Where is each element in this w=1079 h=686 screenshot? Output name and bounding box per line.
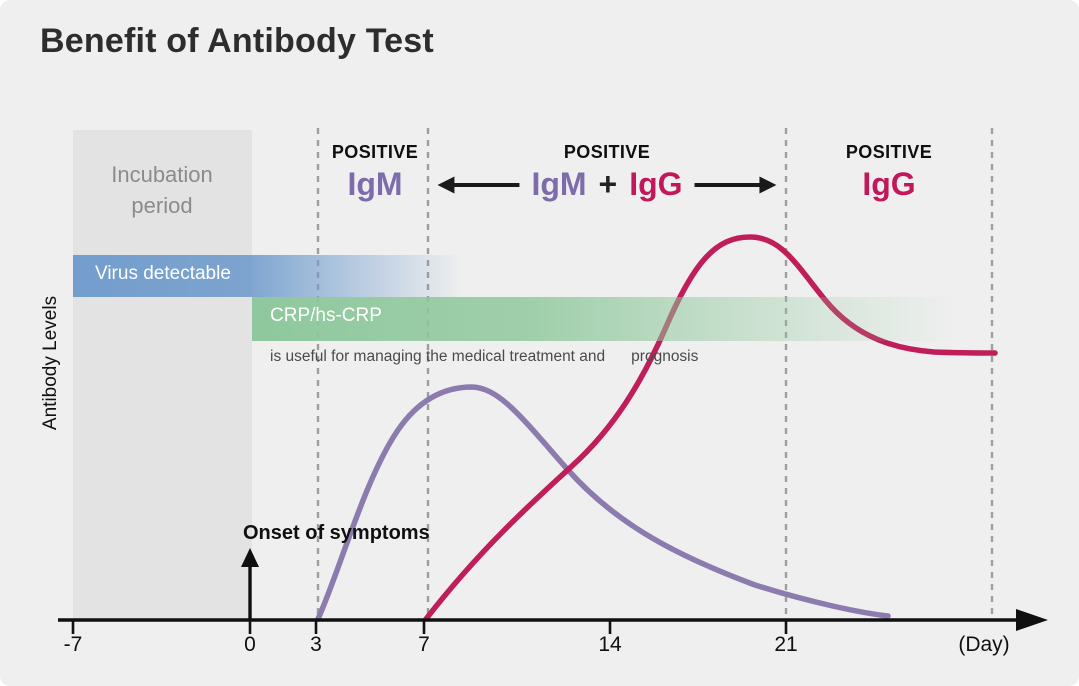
- onset-of-symptoms-label: Onset of symptoms: [243, 522, 430, 544]
- crp-note: is useful for managing the medical treat…: [270, 348, 698, 366]
- page-title: Benefit of Antibody Test: [40, 22, 434, 60]
- virus-detectable-label: Virus detectable: [95, 263, 231, 284]
- igm-label: IgM: [347, 166, 403, 202]
- tick-label-7: 7: [418, 633, 430, 656]
- plus-sign: +: [598, 166, 618, 202]
- crp-note-part1: is useful for managing the medical treat…: [270, 348, 606, 365]
- x-axis-ticks: [71, 620, 788, 634]
- incubation-period-region: [73, 130, 252, 619]
- crp-bar-label: CRP/hs-CRP: [270, 305, 382, 326]
- positive-label-igm-igg: POSITIVE: [563, 142, 651, 162]
- zone-positive-igm: POSITIVE IgM: [332, 142, 418, 203]
- day-boundary-dashed-lines: [316, 128, 994, 619]
- positive-label-igg: POSITIVE: [845, 142, 933, 162]
- igg-curve: [423, 234, 998, 622]
- virus-detectable-bar: [73, 255, 463, 297]
- x-axis-unit-label: (Day): [958, 633, 1010, 656]
- igg-label: IgG: [862, 166, 916, 202]
- right-arrow-icon: [694, 176, 777, 193]
- tick-label-0: 0: [244, 633, 256, 656]
- x-axis: [58, 609, 1048, 634]
- tick-label-21: 21: [774, 633, 798, 656]
- incubation-period-label: Incubation period: [111, 162, 213, 218]
- left-arrow-icon: [437, 176, 520, 193]
- igm-curve: [315, 384, 891, 622]
- zone-positive-igm-igg: POSITIVE IgM + IgG: [437, 142, 777, 203]
- y-axis-label: Antibody Levels: [40, 295, 61, 431]
- igm-label: IgM: [531, 166, 587, 202]
- onset-arrow: [241, 548, 259, 619]
- tick-label-3: 3: [310, 633, 322, 656]
- positive-label-igm: POSITIVE: [331, 142, 419, 162]
- tick-label-14: 14: [598, 633, 622, 656]
- crp-note-part2: prognosis: [631, 348, 699, 365]
- zone-positive-igg: POSITIVE IgG: [846, 142, 932, 203]
- tick-label-neg7: -7: [63, 633, 83, 656]
- igg-label: IgG: [629, 166, 683, 202]
- x-axis-arrowhead: [1016, 609, 1048, 631]
- crp-bar: [252, 297, 958, 341]
